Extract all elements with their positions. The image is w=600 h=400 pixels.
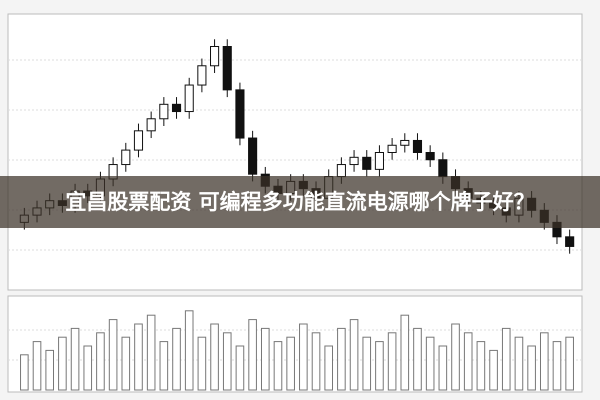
volume-bar: [337, 327, 346, 391]
volume-bar: [108, 319, 118, 391]
volume-bar: [235, 345, 245, 391]
candle-body: [349, 156, 359, 166]
banner-title: 宜昌股票配资 可编程多功能直流电源哪个牌子好？: [65, 190, 534, 214]
volume-bar: [83, 345, 93, 391]
volume-bar: [375, 341, 384, 391]
volume-bar: [286, 336, 295, 391]
volume-bar: [539, 332, 549, 391]
volume-bar: [463, 332, 473, 391]
candle-body: [210, 46, 220, 67]
volume-bar: [45, 349, 55, 391]
candle-body: [235, 89, 245, 139]
candle-body: [133, 130, 144, 151]
volume-bar: [222, 332, 232, 391]
volume-bar: [96, 332, 105, 391]
volume-bar: [387, 332, 397, 391]
volume-bar: [32, 341, 42, 391]
volume-bar: [527, 345, 536, 391]
candle-body: [374, 152, 384, 170]
candle-body: [336, 164, 346, 178]
candle-body: [159, 103, 169, 120]
volume-bar: [134, 323, 143, 391]
volume-bar: [172, 327, 181, 391]
volume-bar: [159, 341, 169, 391]
candle-body: [438, 159, 448, 178]
candle-body: [400, 139, 410, 146]
volume-bar: [299, 323, 308, 391]
volume-bar: [146, 314, 156, 391]
volume-bar: [273, 341, 283, 391]
volume-bar: [552, 341, 562, 391]
candle-body: [387, 144, 397, 153]
volume-bar: [489, 349, 498, 391]
volume-bar: [451, 323, 460, 391]
volume-bar: [476, 341, 486, 391]
banner: [0, 176, 600, 228]
volume-bar: [248, 319, 257, 391]
candle-body: [197, 65, 207, 86]
candle-body: [425, 152, 435, 161]
volume-bar: [197, 336, 207, 391]
candle-body: [362, 156, 372, 170]
volume-bar: [260, 327, 270, 391]
candle-body: [565, 236, 575, 247]
volume-bar: [311, 332, 321, 391]
volume-bar: [210, 323, 219, 391]
volume-bar: [349, 319, 359, 391]
candle-body: [248, 137, 258, 175]
marks: [19, 39, 575, 391]
volume-bar: [565, 336, 574, 391]
candle-body: [222, 46, 232, 91]
price-panel: [7, 13, 583, 291]
volume-bar: [58, 336, 67, 391]
volume-bar: [425, 336, 435, 391]
volume-bar: [400, 314, 410, 391]
volume-bar: [70, 327, 80, 391]
volume-bar: [438, 345, 448, 391]
candle-body: [146, 118, 156, 132]
volume-bar: [20, 354, 29, 391]
candle-body: [121, 149, 131, 166]
volume-bar: [362, 336, 372, 391]
volume-bar: [413, 327, 422, 391]
volume-bar: [184, 310, 194, 391]
volume-bar: [121, 336, 131, 391]
volume-bar: [501, 327, 511, 391]
candle-body: [412, 139, 423, 153]
candle-body: [184, 84, 194, 113]
volume-bar: [514, 336, 524, 391]
volume-bar: [324, 345, 334, 391]
candle-body: [171, 103, 182, 113]
